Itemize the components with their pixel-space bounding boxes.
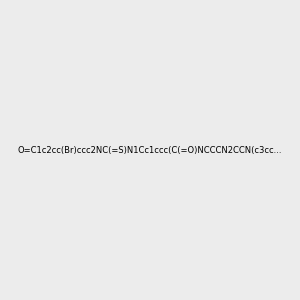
Text: O=C1c2cc(Br)ccc2NC(=S)N1Cc1ccc(C(=O)NCCCN2CCN(c3cc...: O=C1c2cc(Br)ccc2NC(=S)N1Cc1ccc(C(=O)NCCC… [18,146,282,154]
